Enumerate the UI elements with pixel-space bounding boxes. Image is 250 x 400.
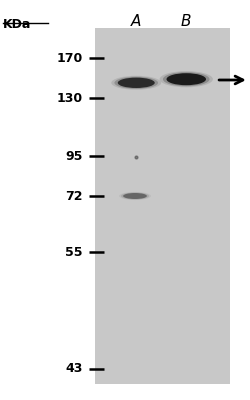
Bar [95, 28, 230, 384]
Text: 170: 170 [56, 52, 82, 64]
Ellipse shape [160, 71, 213, 87]
Ellipse shape [166, 73, 206, 85]
Text: 72: 72 [65, 190, 82, 202]
Text: 55: 55 [65, 246, 82, 258]
Ellipse shape [114, 77, 158, 89]
Ellipse shape [163, 72, 210, 86]
Ellipse shape [121, 192, 149, 200]
Text: 43: 43 [65, 362, 82, 375]
Text: A: A [131, 14, 141, 29]
Ellipse shape [119, 192, 151, 200]
Ellipse shape [111, 76, 161, 90]
Text: 130: 130 [56, 92, 82, 104]
Ellipse shape [118, 78, 155, 88]
Text: 95: 95 [65, 150, 82, 162]
Text: KDa: KDa [2, 18, 31, 31]
Ellipse shape [123, 193, 147, 199]
Text: B: B [181, 14, 192, 29]
